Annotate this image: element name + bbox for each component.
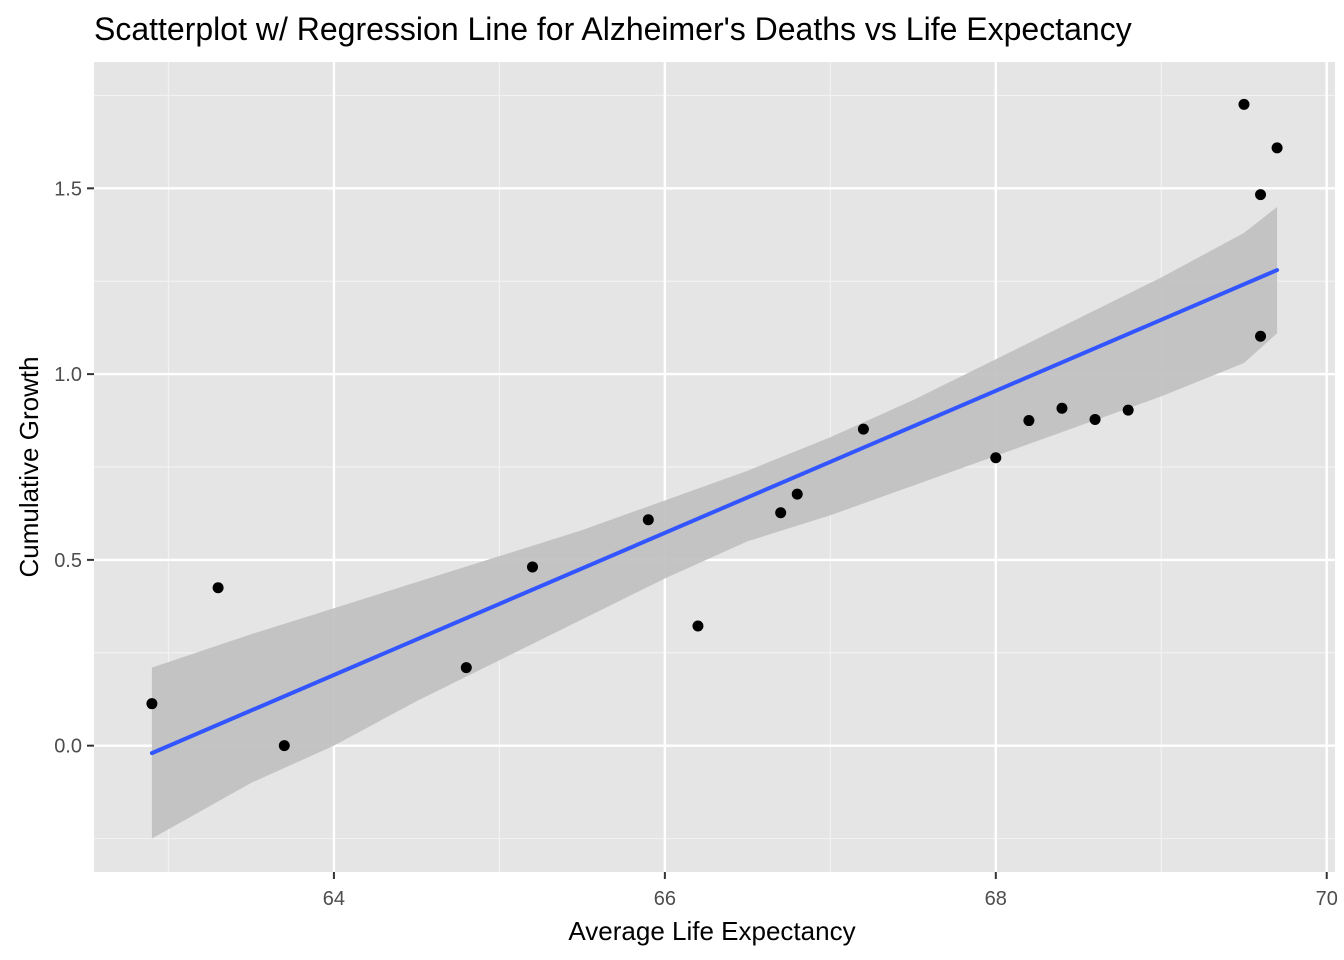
scatter-point <box>1271 142 1283 154</box>
scatter-point <box>1056 402 1068 414</box>
x-tick-label: 68 <box>985 888 1007 910</box>
scatter-point <box>526 561 538 573</box>
scatter-point <box>1023 415 1035 427</box>
scatter-point <box>1238 98 1250 110</box>
scatter-point <box>1255 189 1267 201</box>
axes: 64 66 68 70 0.0 0.5 1.0 1.5 <box>54 178 1338 910</box>
scatter-point <box>857 423 869 435</box>
scatter-point <box>1089 413 1101 425</box>
scatter-point <box>278 740 290 752</box>
regression-line <box>149 268 1280 756</box>
chart-title: Scatterplot w/ Regression Line for Alzhe… <box>94 11 1132 47</box>
y-tick-label: 0.0 <box>54 736 82 758</box>
x-tick-label: 66 <box>654 888 676 910</box>
confidence-band-layer <box>151 206 1278 839</box>
scatter-point <box>990 452 1002 464</box>
x-tick-label: 64 <box>323 888 345 910</box>
x-tick-label: 70 <box>1316 888 1338 910</box>
gridlines <box>94 62 1335 872</box>
data-points <box>146 98 1283 752</box>
y-tick-label: 0.5 <box>54 550 82 572</box>
y-axis-title: Cumulative Growth <box>14 356 44 577</box>
scatter-point <box>212 582 224 594</box>
scatter-point <box>692 620 704 632</box>
scatter-point <box>642 514 654 526</box>
regression-line-layer <box>149 268 1280 756</box>
x-axis-title: Average Life Expectancy <box>568 916 855 946</box>
scatter-point <box>775 507 787 519</box>
scatter-point <box>791 488 803 500</box>
scatter-point <box>1255 330 1267 342</box>
scatter-point <box>1122 404 1134 416</box>
y-tick-label: 1.0 <box>54 364 82 386</box>
confidence-band <box>151 206 1278 839</box>
scatter-point <box>460 662 472 674</box>
y-tick-label: 1.5 <box>54 178 82 200</box>
scatter-point <box>146 698 158 710</box>
